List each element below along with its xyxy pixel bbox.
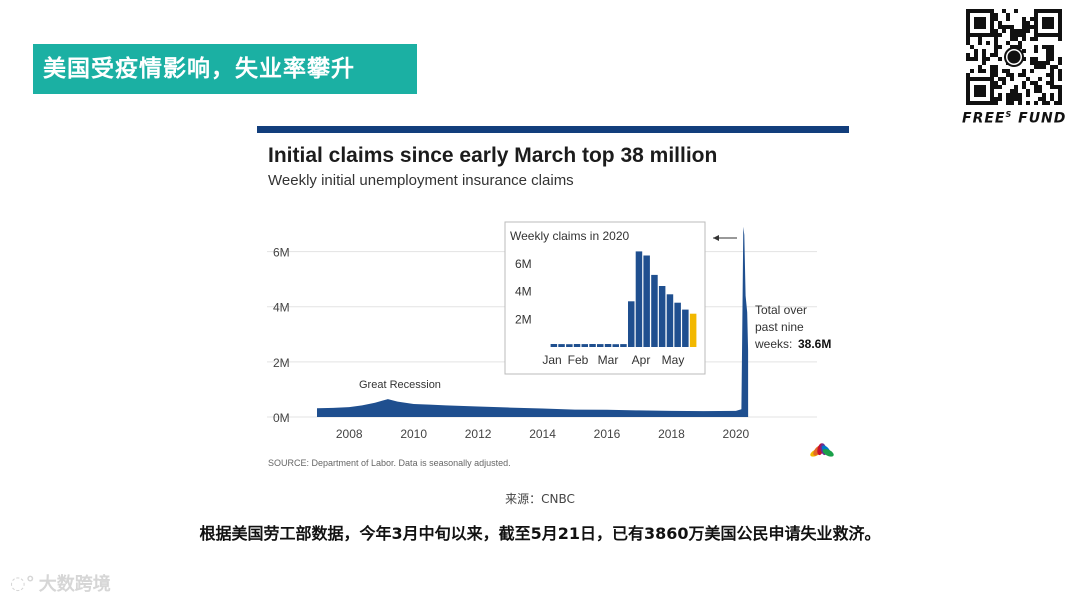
inset-y-tick-label: 4M (515, 285, 532, 299)
main-chart: 6M 4M 2M 0M 2008 2010 2012 2014 2016 2018 2020 Grea… (267, 221, 834, 457)
inset-bar (689, 313, 697, 347)
inset-title: Weekly claims in 2020 (510, 229, 629, 243)
watermark-icon: ◌° (10, 572, 35, 594)
inset-x-tick-label: May (662, 353, 685, 367)
inset-bar (620, 344, 627, 347)
watermark-text: 大数跨境 (38, 574, 111, 595)
inset-bar (666, 294, 674, 347)
inset-x-tick-label: Jan (542, 353, 561, 367)
inset-bar (682, 309, 689, 347)
inset-bar (643, 255, 650, 347)
inset-bar (566, 344, 573, 347)
brand-name: FREE (962, 110, 1006, 127)
y-tick-label: 0M (273, 411, 290, 425)
x-tick-label: 2010 (400, 427, 427, 441)
chart-subtitle: Weekly initial unemployment insurance cl… (268, 172, 574, 189)
inset-y-tick-label: 6M (515, 257, 532, 271)
inset-bar (628, 301, 635, 347)
slide-title: 美国受疫情影响，失业率攀升 (43, 56, 355, 82)
inset-x-tick-label: Mar (598, 353, 619, 367)
inset-x-tick-label: Feb (568, 353, 589, 367)
y-tick-label: 2M (273, 356, 290, 370)
y-tick-label: 6M (273, 246, 290, 260)
inset-bar (604, 344, 612, 347)
chart-title: Initial claims since early March top 38 … (268, 144, 718, 167)
chart-card: Initial claims since early March top 38 … (257, 126, 849, 486)
annotation-total-line: weeks: (754, 337, 792, 351)
inset-bar (674, 302, 681, 347)
inset-bar (550, 344, 558, 347)
inset-y-tick-label: 2M (515, 312, 532, 326)
annotation-total-line: Total over (755, 303, 807, 317)
inset-bar (635, 251, 643, 347)
x-tick-label: 2012 (465, 427, 492, 441)
inset-arrow-head (713, 235, 719, 241)
slide-title-banner: 美国受疫情影响，失业率攀升 (33, 44, 417, 94)
source-caption: 来源：CNBC (505, 492, 575, 506)
inset-bar (558, 344, 565, 347)
chart-top-bar (257, 126, 849, 133)
brand-sup: S (1005, 110, 1013, 119)
x-tick-label: 2008 (336, 427, 363, 441)
x-tick-label: 2016 (594, 427, 621, 441)
brand-logo: FREES FUND (962, 110, 1072, 127)
chart-source: SOURCE: Department of Labor. Data is sea… (268, 458, 511, 468)
body-text: 根据美国劳工部数据，今年3月中旬以来，截至5月21日，已有3860万美国公民申请… (199, 524, 881, 543)
inset-x-tick-label: Apr (632, 353, 651, 367)
inset-bar (573, 344, 581, 347)
watermark: ◌° 大数跨境 (10, 570, 111, 596)
y-tick-label: 4M (273, 301, 290, 315)
annotation-total-line: past nine (755, 320, 804, 334)
inset-box (504, 221, 706, 375)
x-tick-label: 2018 (658, 427, 685, 441)
qr-code-icon (966, 9, 1062, 105)
inset-bar (651, 274, 658, 347)
brand-suffix: FUND (1018, 110, 1067, 127)
annotation-great-recession: Great Recession (359, 379, 441, 391)
annotation-total-value: 38.6M (798, 337, 831, 351)
inset-bar (581, 344, 588, 347)
x-tick-label: 2014 (529, 427, 556, 441)
inset-bar (589, 344, 596, 347)
x-tick-label: 2020 (723, 427, 750, 441)
cnbc-logo-feather (822, 448, 834, 457)
inset-bar (612, 344, 619, 347)
inset-bar (658, 286, 666, 347)
inset-bar (597, 344, 604, 347)
